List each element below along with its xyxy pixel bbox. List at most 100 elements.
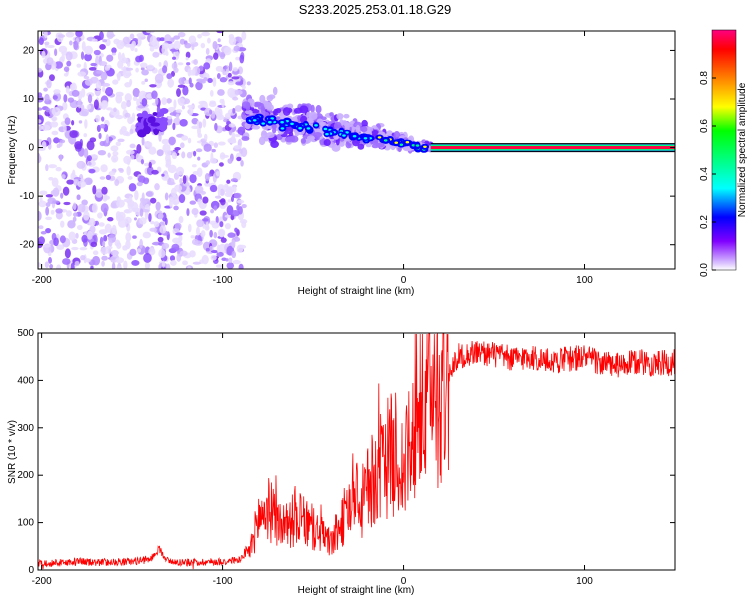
spectrogram-cell [233,192,242,199]
spectrogram-cell [82,211,90,221]
spectrogram-cell [109,175,116,181]
spectrogram-cell [52,187,60,197]
spectrogram-cell [268,121,272,124]
spectrogram-cell [38,119,42,124]
spectrogram-cell [169,255,176,262]
spectrogram-cell [239,54,245,64]
snr-x-ticks: -200 -100 0 100 [32,333,593,587]
spectrogram-cell [100,246,109,255]
spectrogram-cell [173,117,181,126]
spectrogram-cell [86,104,92,110]
colorbar-tick-label: 0.0 [699,263,710,277]
spectrogram-cell [108,171,116,176]
spectrogram-cell [149,221,155,225]
colorbar-tick-label: 0.8 [699,71,710,85]
spectrogram-cell [405,140,410,144]
spectrogram-cell [158,61,162,67]
spectrogram-cell [178,233,183,243]
spectrogram-cell [363,137,368,140]
spectrogram-cell [199,80,206,84]
spectrogram-cell [91,38,98,43]
spectrogram-cell [80,254,86,261]
spectrogram-cell [171,152,178,160]
spectrogram-cell [222,65,228,70]
spectrogram-cell [196,167,203,178]
spectrogram-cell [342,134,346,137]
spectrogram-cell [150,197,157,204]
spectrogram-cell [156,149,164,157]
spectrogram-cell [189,200,197,205]
spectrogram-cell [117,60,124,69]
spectrogram-cell [180,142,185,149]
spectrogram-cell [172,200,178,206]
spectrogram-cell [220,154,230,158]
spectrogram-cell [161,260,166,268]
spectrogram-cell [187,266,192,269]
spectrogram-cell [91,203,98,213]
spectrogram-cell [181,135,189,141]
spectrogram-cell [202,118,207,128]
spectrogram-cell [44,41,50,46]
spectrogram-x-tick-label: -200 [32,275,52,286]
spectrogram-cell [149,84,157,88]
spectrogram-cell [86,230,93,240]
spectrogram-cell [219,77,228,83]
spectrogram-cell [107,216,114,222]
spectrogram-cell [375,142,385,148]
spectrogram-cell [178,194,186,204]
spectrogram-cell [95,188,104,198]
spectrogram-cell [136,113,144,118]
spectrogram-cell [234,227,238,233]
spectrogram-cell [253,102,259,108]
spectrogram-cell [117,52,122,61]
spectrogram-cell [104,223,112,233]
spectrogram-cell [148,161,152,169]
spectrogram-xlabel: Height of straight line (km) [298,286,415,297]
spectrogram-cell [186,151,193,159]
spectrogram-cell [216,251,224,257]
spectrogram-cell [111,47,117,54]
spectrogram-cell [399,143,404,146]
spectrogram-cell [217,187,221,197]
spectrogram-cell [241,136,250,141]
spectrogram-cell [140,158,145,165]
spectrogram-cell [152,51,160,58]
spectrogram-cell [333,134,340,140]
spectrogram-cell [241,85,246,90]
spectrogram-cell [105,174,112,181]
spectrogram-cell [64,117,71,126]
spectrogram-cell [235,56,240,61]
spectrogram-cell [135,67,139,73]
spectrogram-cell [203,143,212,152]
spectrogram-cell [192,261,202,265]
spectrogram-cell [111,262,116,269]
spectrogram-cell [240,147,248,158]
spectrogram-cell [72,202,77,210]
spectrogram-cell [201,254,209,265]
spectrogram-cell [227,232,236,238]
spectrogram-cell [357,143,365,150]
spectrogram-cell [415,144,420,147]
spectrogram-cell [223,46,232,56]
spectrogram-cell [213,52,219,60]
spectrogram-cell [282,107,291,116]
spectrogram-cell [148,146,157,155]
spectrogram-cell [149,35,158,46]
spectrogram-cell [174,146,181,151]
spectrogram-cell [182,85,189,96]
spectrogram-cell [65,51,73,61]
spectrogram-cell [185,56,189,61]
spectrogram-cell [76,194,81,201]
spectrogram-cell [262,100,269,105]
spectrogram-cell [124,209,130,214]
spectrogram-cell [187,137,192,144]
spectrogram-cell [191,125,200,130]
spectrogram-cell [199,210,207,216]
spectrogram-cell [115,94,123,104]
spectrogram-cell [210,250,219,254]
spectrogram-cell [115,211,121,219]
spectrogram-cell [237,126,246,136]
spectrogram-cell [78,120,83,124]
spectrogram-cell [167,181,176,186]
spectrogram-cell [240,159,244,167]
